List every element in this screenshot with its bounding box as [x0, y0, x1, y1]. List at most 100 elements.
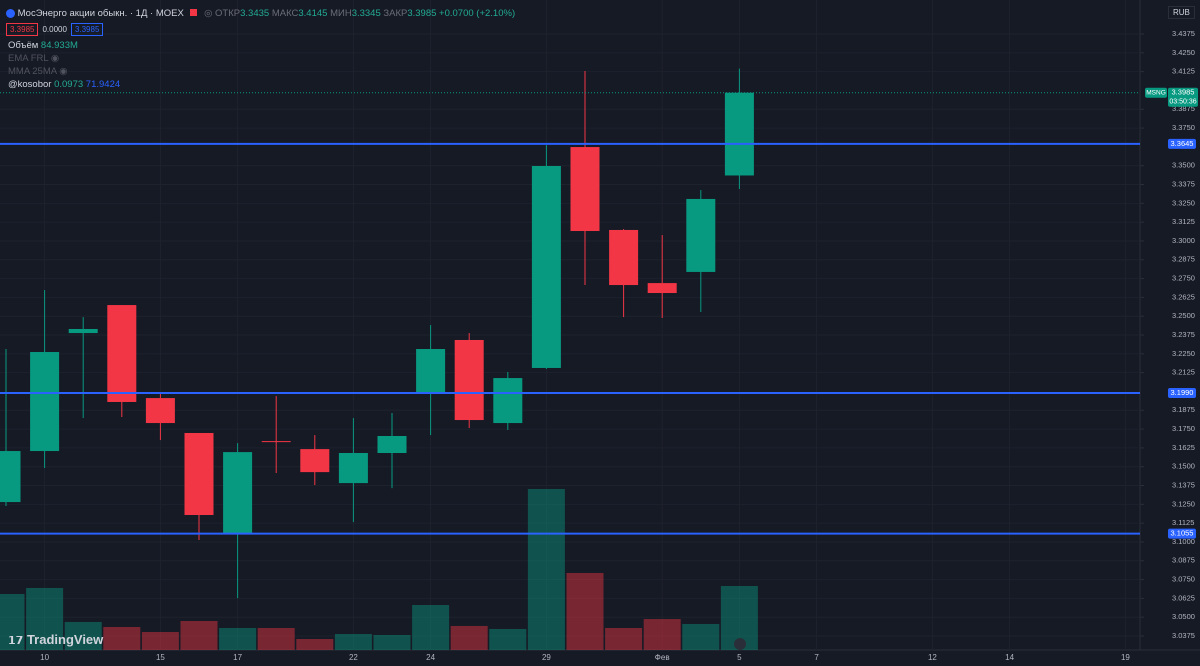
volume-bar: [141, 631, 179, 650]
y-tick-label: 3.1625: [1172, 443, 1195, 452]
symbol-icon: [6, 8, 15, 18]
indicator-2[interactable]: MMA 25MA ◉: [8, 66, 68, 77]
volume-bar: [682, 624, 720, 650]
script-legend: @kosobor 0.0973 71.9424: [8, 79, 120, 90]
last-price-tag: [1168, 87, 1198, 107]
event-icon[interactable]: [734, 638, 746, 650]
y-tick-label: 3.4375: [1172, 29, 1195, 38]
script-value-2: 71.9424: [85, 79, 121, 90]
volume-bar: [103, 627, 141, 650]
change: +0.0700 (+2.10%): [439, 8, 516, 19]
spread: 0.0000: [42, 25, 67, 34]
y-tick-label: 3.4125: [1172, 67, 1195, 76]
volume-bar: [219, 627, 257, 650]
y-tick-label: 3.2875: [1172, 255, 1195, 264]
y-tick-label: 3.2375: [1172, 330, 1195, 339]
indicator-2-name: MMA 25MA: [8, 66, 57, 77]
y-tick-label: 3.0875: [1172, 556, 1195, 565]
brand-logo: 𝟭𝟳: [8, 635, 24, 647]
volume-bar: [180, 620, 218, 650]
candle-body: [68, 328, 98, 334]
y-tick-label: 3.0500: [1172, 612, 1195, 621]
y-tick-label: 3.3125: [1172, 217, 1195, 226]
bid[interactable]: 3.3985: [6, 23, 39, 36]
candle-body: [30, 352, 60, 452]
symbol-title[interactable]: МосЭнерго акции обыкн. · 1Д · MOEX: [17, 8, 184, 19]
x-tick-label: 19: [1121, 653, 1130, 662]
flag[interactable]: [190, 9, 198, 16]
y-tick-label: 3.1375: [1172, 480, 1195, 489]
ask[interactable]: 3.3985: [70, 23, 104, 36]
volume-bar: [605, 627, 643, 650]
x-tick-label: 29: [542, 653, 551, 662]
volume-bar: [643, 619, 681, 650]
level-label: 3.3645: [1171, 139, 1194, 148]
volume-bar: [527, 488, 565, 650]
y-tick-label: 3.3875: [1172, 104, 1195, 113]
y-tick-label: 3.2500: [1172, 311, 1195, 320]
volume-legend: Объём 84.933M: [8, 40, 78, 51]
level-tag: [1168, 387, 1196, 398]
y-tick-label: 3.1875: [1172, 405, 1195, 414]
candle-body: [377, 435, 407, 453]
y-tick-label: 3.1125: [1172, 518, 1194, 527]
y-tick-label: 3.1250: [1172, 499, 1195, 508]
volume-label: Объём: [8, 40, 39, 51]
candle-body: [647, 283, 677, 294]
x-tick-label: 22: [349, 653, 358, 662]
high-value: 3.4145: [298, 8, 328, 19]
candle-body: [493, 378, 523, 424]
countdown: 03:50:36: [1169, 99, 1196, 106]
y-tick-label: 3.1750: [1172, 424, 1195, 433]
currency[interactable]: RUB: [1168, 6, 1195, 19]
indicator-1[interactable]: EMA FRL ◉: [8, 53, 60, 64]
y-tick-label: 3.3375: [1172, 179, 1195, 188]
volume-bar: [412, 605, 450, 650]
volume-bar: [334, 634, 372, 650]
volume-bar: [373, 635, 411, 650]
low-label: МИН: [330, 8, 352, 19]
candle-body: [609, 229, 639, 286]
candle-body: [300, 449, 330, 473]
candle-body: [531, 165, 561, 368]
level-tag: [1168, 138, 1196, 149]
y-tick-label: 3.2125: [1172, 368, 1195, 377]
y-tick-label: 3.3500: [1172, 161, 1195, 170]
script-name: @kosobor: [8, 79, 52, 90]
trade-row: 3.3985 0.0000 3.3985: [6, 23, 107, 36]
x-tick-label: 5: [737, 653, 742, 662]
y-tick-label: 3.1000: [1172, 537, 1195, 546]
level-label: 3.1055: [1171, 529, 1194, 538]
y-tick-label: 3.0375: [1172, 631, 1195, 640]
y-tick-label: 3.2750: [1172, 274, 1195, 283]
y-tick-label: 3.2625: [1172, 292, 1195, 301]
level-tag: [1168, 528, 1196, 539]
close-label: ЗАКР: [383, 8, 408, 19]
volume-bar: [0, 594, 25, 650]
candle-body: [686, 198, 716, 272]
candle-body: [107, 305, 137, 402]
candle-body: [724, 92, 754, 176]
brand[interactable]: 𝟭𝟳 TradingView: [8, 632, 103, 647]
x-tick-label: Фев: [655, 653, 670, 662]
last-price-label: 3.3985: [1172, 88, 1195, 97]
high-label: МАКС: [271, 8, 299, 19]
y-tick-label: 3.0625: [1172, 593, 1195, 602]
candle-body: [145, 398, 175, 424]
open-value: 3.3435: [240, 8, 270, 19]
candle-body: [454, 339, 484, 421]
dots[interactable]: ◎: [204, 8, 213, 19]
y-tick-label: 3.1500: [1172, 462, 1195, 471]
volume-value: 84.933M: [40, 40, 78, 51]
x-tick-label: 12: [928, 653, 937, 662]
y-tick-label: 3.4250: [1172, 48, 1195, 57]
symbol-tag: [1145, 87, 1167, 98]
volume-bar: [26, 587, 64, 650]
volume-bar: [489, 628, 527, 650]
x-tick-label: 7: [814, 653, 819, 662]
candle-body: [570, 147, 600, 232]
candle-body: [0, 451, 21, 503]
